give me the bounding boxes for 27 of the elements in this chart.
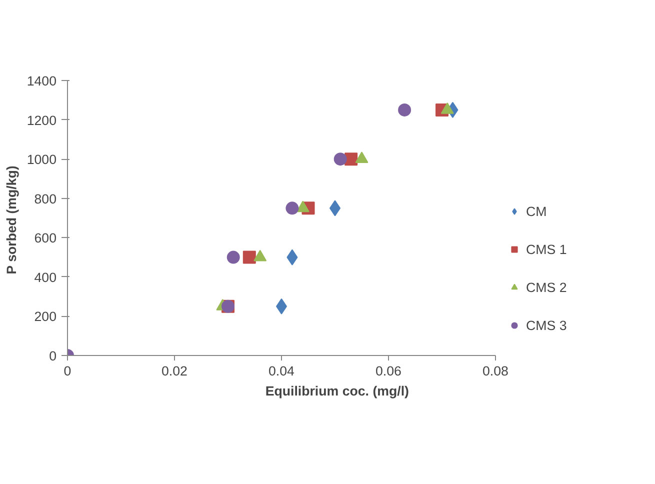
y-tick-label: 1000 <box>26 152 57 168</box>
point <box>398 103 412 116</box>
point <box>355 152 368 164</box>
legend-label: CMS 1 <box>526 242 567 256</box>
point <box>286 202 299 215</box>
y-tick-label: 600 <box>34 230 57 246</box>
y-tick-label: 400 <box>34 270 57 285</box>
x-tick-label: 0.02 <box>162 364 188 378</box>
x-tick-label: 0.08 <box>482 364 508 378</box>
x-tick-label: 0.04 <box>268 364 296 378</box>
point <box>296 200 310 212</box>
point <box>334 152 347 166</box>
legend-label: CM <box>526 204 548 218</box>
point <box>226 250 240 264</box>
y-tick-label: 1200 <box>26 112 57 128</box>
legend-label: CMS 2 <box>526 280 567 294</box>
legend-label: CMS 3 <box>526 318 567 332</box>
y-tick-label: 200 <box>34 309 57 324</box>
x-tick-label: 0 <box>64 364 72 378</box>
y-tick-label: 0 <box>49 348 57 364</box>
point <box>242 250 256 264</box>
point <box>440 102 454 114</box>
x-tick-label: 0.06 <box>376 364 402 378</box>
y-tick-label: 800 <box>34 191 57 206</box>
y-axis-title: P sorbed (mg/kg) <box>4 166 19 274</box>
y-tick-label: 1400 <box>26 74 57 88</box>
x-axis-title: Equilibrium coc. (mg/l) <box>265 384 409 398</box>
